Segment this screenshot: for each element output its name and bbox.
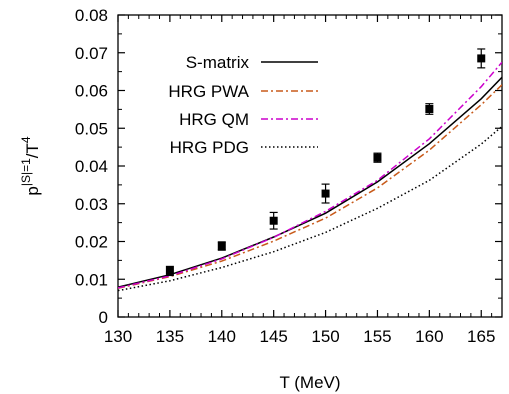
series-line-1 — [118, 84, 502, 290]
data-point — [373, 153, 382, 162]
x-tick-label: 130 — [104, 327, 132, 346]
x-tick-label: 160 — [415, 327, 443, 346]
legend-label-1: HRG PWA — [168, 82, 249, 101]
y-axis-title-base: p — [23, 186, 42, 195]
data-point — [321, 189, 330, 198]
y-tick-label: 0.03 — [75, 195, 108, 214]
y-axis-title-sup: |S|=1 — [19, 158, 33, 186]
x-axis-title: T (MeV) — [279, 373, 340, 392]
data-points — [165, 48, 486, 277]
series-line-2 — [118, 61, 502, 289]
y-axis-title: p|S|=1/T4 — [19, 136, 42, 196]
legend: S-matrix HRG PWA HRG QM HRG PDG — [168, 53, 318, 157]
data-point — [477, 54, 486, 63]
legend-label-3: HRG PDG — [170, 138, 249, 157]
y-tick-label: 0.01 — [75, 270, 108, 289]
series-line-0 — [118, 76, 502, 288]
y-tick-label: 0.04 — [75, 157, 108, 176]
plot-frame — [117, 14, 503, 318]
legend-label-0: S-matrix — [186, 53, 250, 72]
y-axis-title-rest-sup: 4 — [19, 136, 33, 143]
y-tick-label: 0.07 — [75, 44, 108, 63]
legend-label-2: HRG QM — [179, 110, 249, 129]
x-tick-label: 145 — [259, 327, 287, 346]
y-tick-label: 0.06 — [75, 82, 108, 101]
y-tick-label: 0.05 — [75, 119, 108, 138]
x-tick-label: 165 — [467, 327, 495, 346]
x-tick-label: 135 — [156, 327, 184, 346]
y-tick-label: 0.02 — [75, 233, 108, 252]
x-tick-label: 150 — [311, 327, 339, 346]
x-tick-label: 155 — [363, 327, 391, 346]
y-axis-title-rest: /T — [23, 143, 42, 158]
series-line-3 — [118, 125, 502, 292]
y-tick-label: 0.08 — [75, 6, 108, 25]
data-point — [165, 266, 174, 275]
axis-ticks: 130 135 140 145 150 155 160 165 0 0.01 0.02 0.03 0.0… — [75, 6, 502, 346]
series-layer — [118, 61, 502, 292]
data-point — [269, 216, 278, 225]
data-point — [217, 242, 226, 251]
data-point — [425, 104, 434, 113]
x-tick-label: 140 — [208, 327, 236, 346]
y-tick-label: 0 — [99, 308, 108, 327]
